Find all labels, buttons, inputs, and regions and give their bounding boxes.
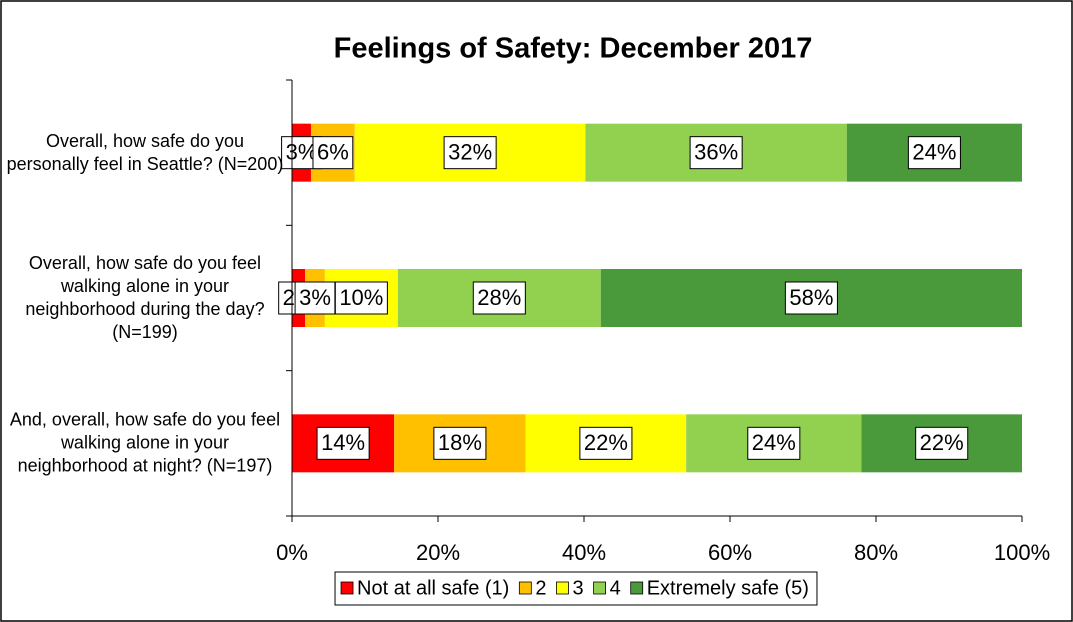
data-label-box [784,281,838,315]
data-label-box [689,136,743,170]
data-label: 14% [321,430,365,455]
legend-swatch [630,581,644,595]
data-label: 3% [286,139,318,164]
data-label-box [433,426,487,460]
data-label-box [294,281,336,315]
x-tick-label: 80% [854,540,898,565]
y-tick-label: Overall, how safe do you personally feel… [6,130,284,174]
legend-swatch [593,581,606,595]
data-label-box [579,426,633,460]
x-tick-label: 20% [416,540,460,565]
data-label: 36% [694,139,738,164]
data-label: 10% [339,285,383,310]
legend-label: 2 [535,577,546,599]
legend-label: 4 [610,577,621,599]
data-label: 3% [299,285,331,310]
data-label: 24% [752,430,796,455]
y-tick-label: And, overall, how safe do you feel walki… [9,409,281,476]
data-label: 22% [584,430,628,455]
y-tick-label: Overall, how safe do you feel walking al… [25,253,265,342]
data-label-box [334,281,388,315]
data-label-box [747,426,801,460]
x-tick-label: 40% [562,540,606,565]
chart-title: Feelings of Safety: December 2017 [334,33,813,65]
legend-swatch [518,581,532,595]
data-label-box [316,426,370,460]
legend-box [334,571,818,606]
data-label: 58% [789,285,833,310]
data-label: 6% [317,139,349,164]
legend-swatch [556,581,569,595]
data-label: 22% [920,430,964,455]
x-tick-label: 60% [708,540,752,565]
data-label: 32% [448,139,492,164]
legend-label: Not at all safe (1) [357,577,509,599]
x-tick-label: 0% [276,540,308,565]
data-label: 28% [477,285,521,310]
data-label: 24% [912,139,956,164]
x-tick-label: 100% [994,540,1050,565]
data-label-box [443,136,497,170]
data-label: 18% [438,430,482,455]
legend-label: 3 [572,577,583,599]
legend-swatch [340,581,354,595]
legend-label: Extremely safe (5) [647,577,809,599]
data-label-box [915,426,969,460]
data-label-box [472,281,526,315]
data-label-box [312,136,354,170]
data-label-box [907,136,961,170]
